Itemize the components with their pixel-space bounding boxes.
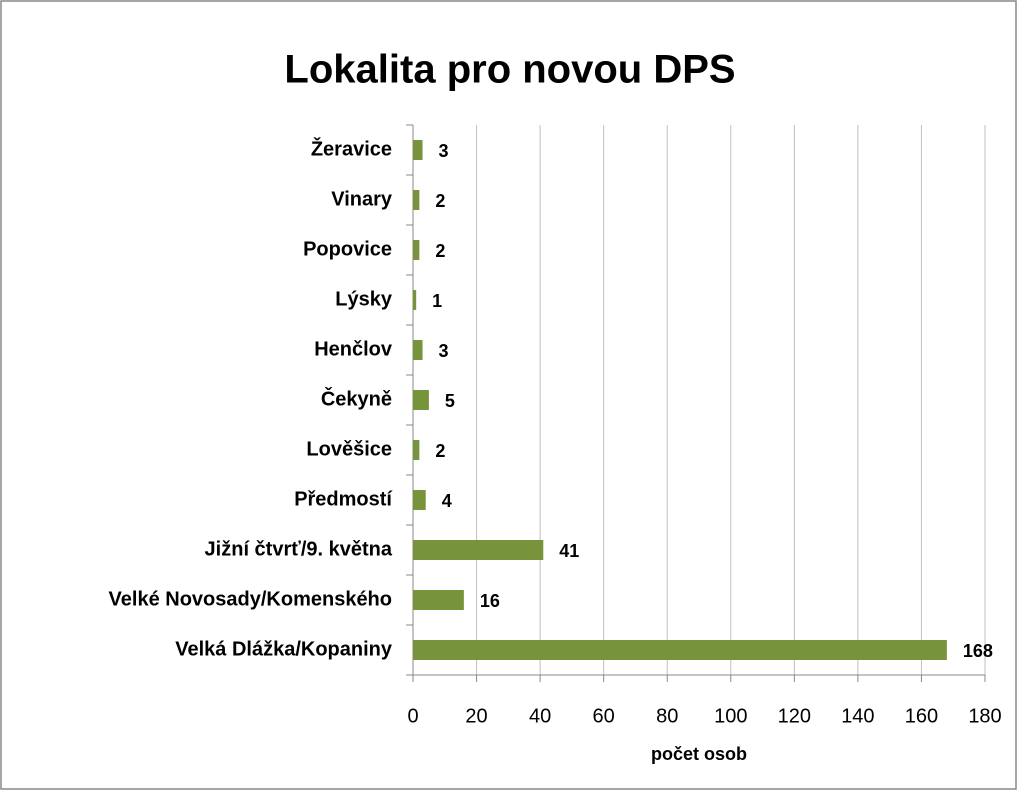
y-tick-label: Henčlov [314, 338, 393, 360]
y-tick-label: Jižní čtvrť/9. května [205, 538, 393, 560]
value-label: 16 [480, 591, 500, 611]
y-tick-label: Žeravice [311, 136, 392, 160]
bar [413, 540, 544, 560]
bar [413, 190, 420, 210]
y-tick-label: Vinary [331, 188, 393, 210]
y-tick-label: Popovice [303, 238, 392, 260]
x-tick-label: 120 [778, 705, 811, 727]
value-label: 2 [435, 191, 445, 211]
value-label: 2 [435, 241, 445, 261]
value-label: 168 [963, 641, 993, 661]
y-tick-label: Předmostí [294, 488, 393, 510]
value-label: 41 [559, 541, 579, 561]
y-tick-label: Čekyně [321, 386, 392, 410]
bar [413, 340, 423, 360]
bar [413, 640, 947, 660]
x-axis-label: počet osob [651, 744, 747, 764]
x-tick-label: 180 [968, 705, 1001, 727]
chart-title: Lokalita pro novou DPS [284, 48, 735, 92]
x-tick-label: 140 [841, 705, 874, 727]
value-label: 3 [439, 341, 449, 361]
bar [413, 590, 464, 610]
y-tick-label: Velká Dlážka/Kopaniny [175, 638, 393, 660]
x-tick-label: 160 [905, 705, 938, 727]
x-tick-label: 20 [465, 705, 487, 727]
bar [413, 440, 420, 460]
value-label: 3 [439, 141, 449, 161]
x-tick-label: 40 [529, 705, 551, 727]
value-label: 1 [432, 291, 442, 311]
y-tick-label: Lověšice [306, 438, 392, 460]
bar [413, 240, 420, 260]
bar [413, 140, 423, 160]
bar [413, 290, 417, 310]
bar [413, 490, 426, 510]
value-label: 5 [445, 391, 455, 411]
x-tick-label: 0 [407, 705, 418, 727]
y-tick-label: Lýsky [335, 288, 393, 310]
x-tick-label: 60 [593, 705, 615, 727]
value-label: 4 [442, 491, 452, 511]
x-tick-label: 80 [656, 705, 678, 727]
bar [413, 390, 429, 410]
value-label: 2 [435, 441, 445, 461]
x-tick-label: 100 [714, 705, 747, 727]
y-tick-label: Velké Novosady/Komenského [109, 588, 392, 610]
